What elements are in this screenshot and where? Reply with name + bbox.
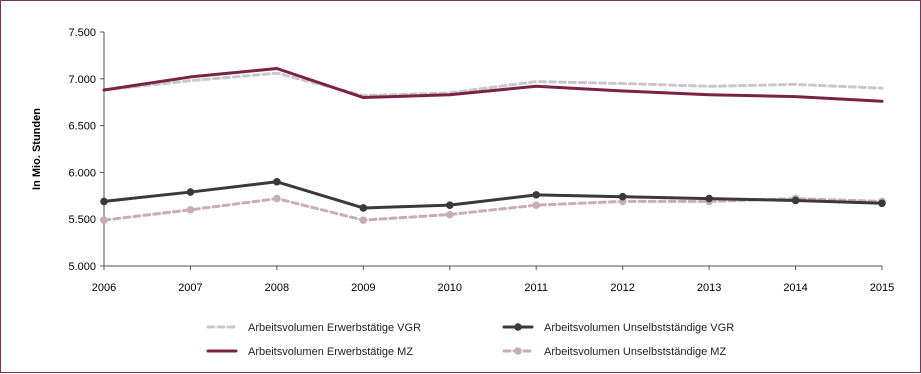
legend-label: Arbeitsvolumen Unselbstständige VGR [544, 322, 734, 334]
data-point [532, 201, 541, 209]
series-line [102, 71, 884, 98]
legend-marker [514, 347, 522, 355]
y-tick-label: 7.000 [68, 74, 96, 86]
x-tick-label: 2013 [697, 282, 721, 294]
series-2 [102, 67, 884, 103]
data-point [359, 216, 368, 224]
x-tick-label: 2011 [524, 282, 548, 294]
y-axis-title: In Mio. Stunden [31, 108, 43, 190]
series-line [102, 180, 884, 210]
data-point [273, 177, 281, 186]
data-point [532, 191, 541, 199]
legend-item: Arbeitsvolumen Erwerbstätige MZ [206, 346, 413, 358]
data-point [359, 204, 368, 212]
y-tick-label: 5.000 [68, 261, 96, 273]
data-point [445, 210, 454, 219]
y-tick-label: 6.000 [68, 167, 96, 179]
series-line [102, 67, 884, 103]
y-tick-label: 5.500 [68, 214, 96, 226]
legend-item: Arbeitsvolumen Erwerbstätige VGR [206, 322, 421, 334]
legend-item: Arbeitsvolumen Unselbstständige MZ [502, 346, 726, 358]
data-point [791, 196, 800, 205]
x-tick-label: 2012 [610, 282, 634, 294]
x-tick-label: 2007 [178, 282, 202, 294]
legend: Arbeitsvolumen Erwerbstätige VGR Arbeitsv… [206, 322, 734, 358]
x-tick-label: 2009 [351, 282, 375, 294]
data-point [100, 216, 108, 224]
data-point [186, 188, 195, 196]
data-point [705, 194, 713, 203]
series-layer [100, 67, 886, 224]
x-tick-label: 2006 [92, 282, 116, 294]
legend-marker [514, 323, 522, 331]
legend-item: Arbeitsvolumen Unselbstständige VGR [502, 322, 734, 334]
legend-label: Arbeitsvolumen Unselbstständige MZ [544, 346, 726, 358]
data-point [186, 206, 195, 214]
data-point [878, 199, 886, 208]
series-1 [102, 71, 884, 98]
legend-label: Arbeitsvolumen Erwerbstätige VGR [248, 322, 421, 334]
x-tick-label: 2014 [783, 282, 807, 294]
data-point [445, 201, 454, 209]
y-tick-label: 7.500 [68, 27, 96, 39]
legend-label: Arbeitsvolumen Erwerbstätige MZ [248, 346, 413, 358]
x-tick-label: 2010 [438, 282, 462, 294]
series-line [102, 197, 884, 222]
series-3 [100, 177, 886, 212]
data-point [100, 197, 108, 206]
x-tick-label: 2015 [870, 282, 894, 294]
x-tick-label: 2008 [265, 282, 289, 294]
data-point [273, 194, 281, 203]
y-tick-label: 6.500 [68, 121, 96, 133]
data-point [618, 192, 627, 201]
axes: 5.000 5.500 6.000 6.500 7.000 7.500 2006 2007 20… [68, 27, 894, 294]
